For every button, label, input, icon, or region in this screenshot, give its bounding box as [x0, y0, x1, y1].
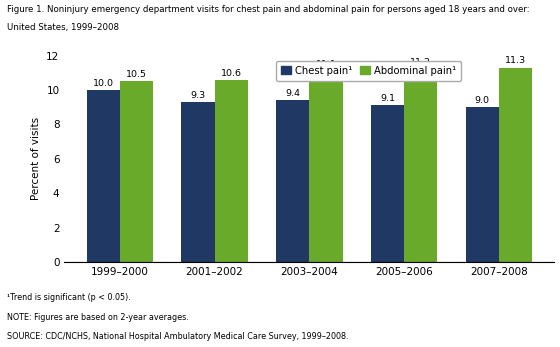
Bar [371, 105, 404, 262]
Text: 11.1: 11.1 [315, 60, 337, 69]
Text: Figure 1. Noninjury emergency department visits for chest pain and abdominal pai: Figure 1. Noninjury emergency department… [7, 5, 529, 14]
Text: 10.6: 10.6 [221, 69, 242, 77]
Text: 9.1: 9.1 [380, 94, 395, 103]
Bar [404, 69, 437, 262]
Text: 9.3: 9.3 [190, 91, 206, 100]
Bar [87, 90, 120, 262]
Text: 9.4: 9.4 [285, 89, 300, 98]
Text: 10.0: 10.0 [93, 79, 114, 88]
Text: 11.2: 11.2 [410, 58, 431, 67]
Bar [276, 100, 310, 262]
Bar [309, 71, 343, 262]
Bar [181, 102, 214, 262]
Text: 10.5: 10.5 [126, 70, 147, 79]
Legend: Chest pain¹, Abdominal pain¹: Chest pain¹, Abdominal pain¹ [276, 60, 461, 81]
Bar [466, 107, 499, 262]
Bar [214, 79, 248, 262]
Text: SOURCE: CDC/NCHS, National Hospital Ambulatory Medical Care Survey, 1999–2008.: SOURCE: CDC/NCHS, National Hospital Ambu… [7, 332, 348, 341]
Bar [120, 81, 153, 262]
Bar [499, 68, 532, 262]
Y-axis label: Percent of visits: Percent of visits [31, 117, 41, 200]
Text: NOTE: Figures are based on 2-year averages.: NOTE: Figures are based on 2-year averag… [7, 313, 189, 322]
Text: United States, 1999–2008: United States, 1999–2008 [7, 23, 119, 32]
Text: 11.3: 11.3 [505, 57, 526, 66]
Text: 9.0: 9.0 [475, 96, 490, 105]
Text: ¹Trend is significant (p < 0.05).: ¹Trend is significant (p < 0.05). [7, 293, 130, 302]
